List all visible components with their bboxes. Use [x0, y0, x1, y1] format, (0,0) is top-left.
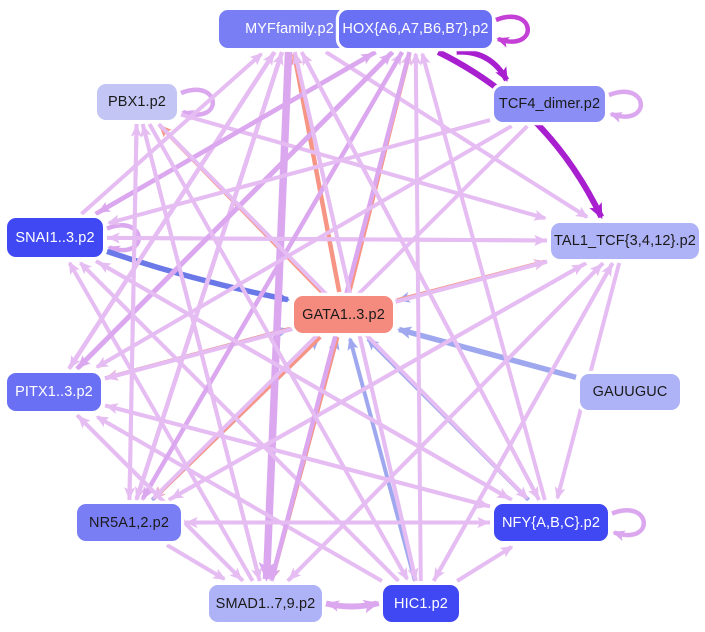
edge-hox-to-snai1 [97, 50, 377, 214]
node-label: GAUUGUC [592, 384, 668, 400]
edge-hox-to-nr5a1 [141, 50, 405, 500]
node-label: NFY{A,B,C}.p2 [501, 514, 600, 531]
node-hox[interactable]: HOX{A6,A7,B6,B7}.p2 [337, 8, 494, 50]
edge-tal1-to-hic1 [433, 262, 615, 581]
node-gata[interactable]: GATA1..3.p2 [292, 294, 395, 335]
node-label: HOX{A6,A7,B6,B7}.p2 [342, 21, 489, 37]
node-tal1[interactable]: TAL1_TCF{3,4,12}.p2 [549, 221, 701, 261]
edge-hic1-to-gata [347, 337, 417, 582]
node-label: NR5A1,2.p2 [89, 514, 169, 531]
edge-pitx1-to-nfy [104, 403, 490, 509]
node-pitx1[interactable]: PITX1..3.p2 [5, 371, 103, 413]
edge-tal1-to-smad1 [288, 261, 605, 581]
node-tcf4[interactable]: TCF4_dimer.p2 [492, 84, 607, 124]
edge-hox-to-hox [495, 14, 530, 48]
node-pbx1[interactable]: PBX1.p2 [95, 82, 179, 122]
node-label: SNAI1..3.p2 [15, 229, 95, 246]
edge-snai1-to-gata [106, 248, 291, 304]
edge-pbx1-to-smad1 [140, 123, 262, 581]
node-label: TAL1_TCF{3,4,12}.p2 [554, 233, 696, 249]
edge-pbx1-to-nr5a1 [124, 123, 139, 500]
edge-myf-to-nfy [299, 51, 540, 500]
node-label: HIC1.p2 [394, 595, 448, 612]
edge-tcf4-to-pitx1 [95, 124, 513, 369]
node-label: PITX1..3.p2 [15, 384, 93, 400]
edge-tcf4-to-tcf4 [608, 89, 643, 123]
edge-myf-to-tal1 [324, 50, 589, 219]
edge-hic1-to-nfy [456, 545, 514, 583]
edge-hic1-to-smad1 [326, 600, 380, 612]
edge-myf-to-smad1 [258, 51, 293, 582]
node-nfy[interactable]: NFY{A,B,C}.p2 [492, 502, 610, 543]
node-label: GATA1..3.p2 [302, 306, 385, 323]
node-gauug[interactable]: GAUUGUC [578, 372, 682, 412]
node-smad1[interactable]: SMAD1..7,9.p2 [207, 583, 324, 624]
node-label: SMAD1..7,9.p2 [215, 595, 316, 612]
edge-nr5a1-to-smad1 [165, 543, 226, 581]
edge-tal1-to-nr5a1 [170, 261, 588, 500]
node-nr5a1[interactable]: NR5A1,2.p2 [75, 502, 183, 543]
edge-snai1-to-myf [80, 52, 263, 216]
edge-pbx1-to-hic1 [147, 123, 409, 581]
edge-tal1-to-snai1 [107, 232, 548, 244]
node-snai1[interactable]: SNAI1..3.p2 [5, 216, 105, 259]
edge-tcf4-to-snai1 [107, 118, 491, 226]
node-label: PBX1.p2 [108, 94, 166, 110]
edge-myf-to-nr5a1 [134, 51, 285, 500]
edge-hic1-to-hox [410, 52, 423, 582]
edge-myf-to-pitx1 [68, 50, 277, 369]
edge-snai1-to-nfy [94, 259, 510, 500]
edge-nfy-to-nfy [611, 508, 646, 542]
node-label: TCF4_dimer.p2 [498, 96, 601, 112]
edge-hox-to-tcf4 [456, 49, 510, 82]
node-label: MYFfamily.p2 [245, 21, 334, 37]
edge-gauug-to-gata [396, 326, 577, 381]
node-hic1[interactable]: HIC1.p2 [381, 583, 461, 624]
